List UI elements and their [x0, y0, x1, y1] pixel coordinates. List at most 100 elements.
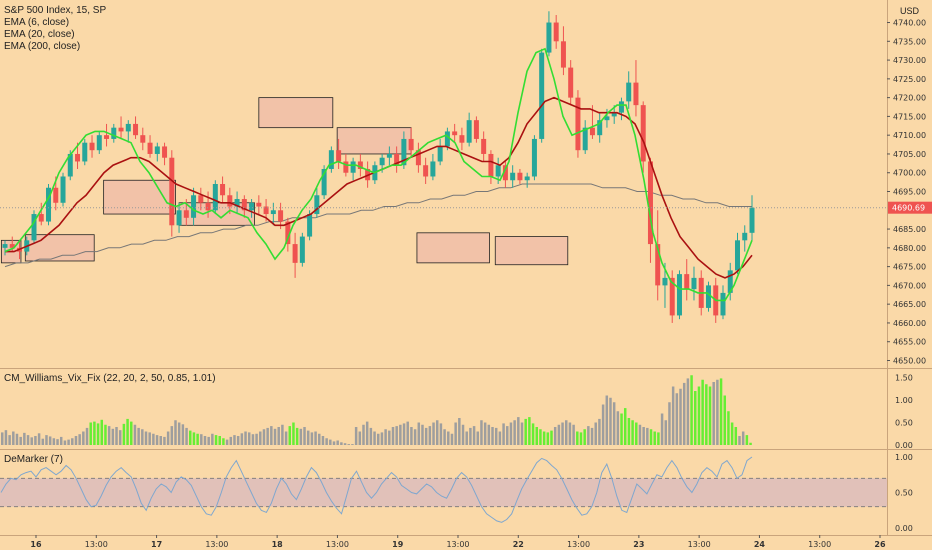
wvf-bar — [332, 441, 336, 445]
wvf-bar — [513, 420, 516, 445]
last-price-label: 4690.69 — [892, 204, 925, 213]
wvf-bar — [240, 433, 244, 445]
wvf-bar — [454, 422, 457, 445]
wvf-bar — [635, 422, 638, 445]
price-tick-label: 4700.00 — [893, 169, 926, 178]
wvf-bar — [443, 429, 446, 445]
ema200-layer — [4, 183, 752, 268]
wvf-legend: CM_Williams_Vix_Fix (22, 20, 2, 50, 0.85… — [4, 373, 216, 384]
ema6-legend: EMA (6, close) — [4, 17, 70, 28]
wvf-bar — [605, 395, 609, 445]
price-tick-label: 4735.00 — [893, 37, 926, 46]
wvf-bar — [472, 426, 476, 445]
time-tick-label: 18 — [272, 540, 284, 549]
wvf-bar — [546, 432, 550, 445]
price-tick-label: 4710.00 — [893, 131, 926, 140]
wvf-bar — [520, 422, 524, 445]
wvf-bar — [373, 431, 376, 445]
wvf-bar — [686, 378, 690, 445]
price-tick-label: 4740.00 — [893, 19, 926, 28]
wvf-bar — [579, 432, 583, 445]
wvf-bar — [487, 424, 491, 445]
ema6-line — [4, 47, 753, 302]
wvf-bar — [480, 420, 483, 445]
wvf-bar — [730, 422, 734, 445]
candle-body — [31, 214, 37, 241]
wvf-bar — [130, 421, 133, 445]
candle-body — [423, 165, 429, 177]
time-tick-label: 16 — [30, 540, 42, 549]
wvf-bar — [244, 431, 247, 445]
candle-body — [691, 277, 697, 290]
candle-body — [357, 161, 363, 169]
price-tick-label: 4650.00 — [893, 356, 926, 365]
wvf-bar — [384, 429, 387, 445]
wvf-bar — [620, 413, 623, 445]
candle-body — [162, 146, 168, 158]
wvf-bar — [284, 431, 288, 445]
wvf-bar — [598, 418, 601, 445]
wvf-bar — [465, 431, 468, 445]
wvf-bar — [48, 436, 52, 445]
wvf-bar — [4, 430, 8, 445]
axis-layer: 4740.00 4735.00 4730.00 4725.00 4720.00 4715.… — [0, 19, 932, 549]
candle-body — [111, 127, 117, 139]
sr-zone — [494, 236, 569, 266]
main-title: S&P 500 Index, 15, SP — [4, 5, 107, 16]
sr-zone — [336, 127, 412, 155]
wvf-bar — [8, 435, 11, 445]
wvf-bar — [494, 427, 498, 445]
price-tick-label: 4730.00 — [893, 56, 926, 65]
price-tick-label: 4670.00 — [893, 281, 926, 290]
wvf-bar — [476, 431, 480, 445]
candle-body — [67, 153, 73, 177]
wvf-bar — [649, 429, 653, 445]
wvf-bar — [542, 431, 546, 445]
wvf-bar — [56, 439, 59, 445]
currency-label: USD — [900, 6, 920, 16]
wvf-bar — [697, 386, 701, 445]
wvf-bar — [660, 413, 664, 445]
wvf-bar — [679, 388, 682, 445]
candle-body — [539, 52, 545, 139]
candle-body — [386, 153, 392, 158]
wvf-bar — [432, 422, 435, 445]
price-tick-label: 4695.00 — [893, 188, 926, 197]
demarker-line — [0, 456, 753, 523]
wvf-bar — [565, 420, 568, 445]
wvf-bar — [222, 438, 225, 445]
wvf-bar — [181, 424, 185, 445]
wvf-bar — [203, 436, 207, 445]
candle-body — [553, 22, 559, 42]
candle-body — [459, 135, 465, 143]
wvf-bar — [447, 431, 450, 445]
demarker-tick-label: 0.50 — [895, 489, 913, 498]
wvf-bar — [568, 422, 572, 445]
price-tick-label: 4680.00 — [893, 244, 926, 253]
wvf-bar — [111, 428, 115, 445]
wvf-bar — [82, 431, 85, 445]
wvf-bar — [266, 427, 269, 445]
wvf-layer — [1, 375, 752, 445]
wvf-bar — [362, 424, 365, 445]
wvf-bar — [159, 436, 162, 445]
wvf-bar — [247, 432, 251, 445]
wvf-bar — [642, 427, 645, 445]
wvf-bar — [712, 382, 715, 445]
candle-body — [147, 142, 153, 154]
time-tick-label: 23 — [633, 540, 644, 549]
main-legend: S&P 500 Index, 15, SP EMA (6, close) EMA… — [4, 5, 106, 53]
ema200-line — [4, 183, 752, 268]
wvf-bar — [314, 431, 317, 445]
candle-body — [350, 161, 356, 173]
wvf-bar — [690, 375, 693, 445]
price-tick-label: 4685.00 — [893, 225, 926, 234]
candle-body — [749, 207, 755, 233]
wvf-bar — [627, 418, 631, 445]
wvf-bar — [30, 437, 33, 445]
candle-body — [176, 210, 182, 226]
wvf-bar — [148, 432, 151, 445]
time-tick-label: 13:00 — [85, 540, 108, 549]
